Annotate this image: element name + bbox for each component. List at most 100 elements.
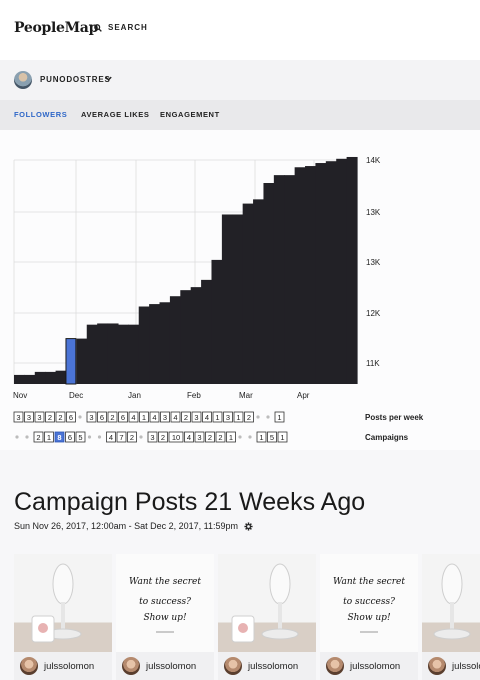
chart-bar[interactable] [294,167,306,384]
chart-bar[interactable] [211,259,223,384]
row-cell[interactable] [223,411,233,423]
post-username[interactable]: julssolomon [350,661,401,672]
row-cell[interactable] [184,431,194,443]
row-cell[interactable] [277,431,288,443]
row-cell[interactable] [86,411,97,423]
chart-bar-selected[interactable] [65,338,77,385]
post-card[interactable]: Want the secret to success? Show up! jul… [116,554,214,680]
chart-bar[interactable] [159,302,171,384]
gear-icon[interactable] [244,521,253,531]
chart-bar[interactable] [305,166,317,384]
microphone-image-icon [31,563,82,643]
row-cell[interactable] [215,431,226,443]
tab-followers[interactable]: FOLLOWERS [14,110,68,119]
chart-bar[interactable] [86,324,98,384]
row-cell[interactable] [233,411,244,423]
row-cell[interactable] [202,411,212,423]
chart-bar[interactable] [45,371,57,384]
row-cell[interactable] [168,431,184,443]
quote-line-3: Show up! [347,613,391,623]
row-cell[interactable] [191,411,202,423]
row-cell[interactable] [107,411,118,423]
row-cell-value: 1 [236,413,240,422]
chart-bar[interactable] [76,338,88,384]
row-cell[interactable] [13,411,24,423]
post-card[interactable]: julssolomon [218,554,316,680]
chart-bar[interactable] [24,374,36,384]
y-tick-label: 13K [366,208,381,217]
chart-bar[interactable] [242,203,254,384]
post-card[interactable]: Want the secret to success? Show up! jul… [320,554,418,680]
post-card[interactable]: julssolomon [422,554,480,680]
tab-average-likes[interactable]: AVERAGE LIKES [81,110,150,119]
chart-bar[interactable] [325,161,337,384]
row-cell[interactable] [267,431,277,443]
row-cell[interactable] [97,411,107,423]
chart-bar[interactable] [190,287,202,384]
row-cell[interactable] [149,411,160,423]
chart-bar[interactable] [107,323,119,384]
row-cell-value: 3 [163,413,167,422]
chart-bar[interactable] [253,199,265,384]
chart-bar[interactable] [128,324,140,384]
row-cell[interactable] [116,431,127,443]
row-cell[interactable] [158,431,168,443]
chart-bar[interactable] [97,323,109,384]
row-cell[interactable] [55,411,66,423]
post-username[interactable]: julssolomon [248,661,299,672]
post-username[interactable]: julssolomon [452,661,480,672]
row-cell[interactable] [205,431,215,443]
chart-bar[interactable] [149,304,161,384]
row-cell[interactable] [139,411,149,423]
row-cell-selected[interactable] [54,431,65,443]
post-username[interactable]: julssolomon [44,661,95,672]
row-cell[interactable] [34,411,45,423]
row-cell[interactable] [244,411,254,423]
row-cell[interactable] [66,411,76,423]
row-cell[interactable] [24,411,34,423]
chart-bar[interactable] [169,296,181,384]
row-cell[interactable] [127,431,137,443]
chart-bar[interactable] [315,163,327,384]
account-selector[interactable]: PUNODOSTRES [0,60,480,100]
post-username[interactable]: julssolomon [146,661,197,672]
row-cell[interactable] [106,431,116,443]
chart-bar[interactable] [336,158,348,384]
row-cell[interactable] [65,431,75,443]
chevron-down-icon[interactable] [104,74,113,83]
row-cell[interactable] [128,411,139,423]
chart-bar[interactable] [284,175,296,384]
row-cell[interactable] [274,411,285,423]
row-cell[interactable] [181,411,191,423]
row-cell[interactable] [170,411,181,423]
chart-bar[interactable] [201,279,213,384]
row-cell[interactable] [226,431,236,443]
row-cell[interactable] [212,411,223,423]
row-cell[interactable] [194,431,205,443]
chart-bar[interactable] [232,214,244,384]
search-button[interactable]: SEARCH [94,23,148,32]
chart-bar[interactable] [180,290,192,384]
row-cell[interactable] [147,431,158,443]
chart-bar[interactable] [346,156,358,384]
chart-bar[interactable] [138,306,150,384]
chart-bar[interactable] [117,324,129,384]
chart-bar[interactable] [34,371,46,384]
chart-bar[interactable] [221,214,233,384]
row-cell[interactable] [118,411,128,423]
post-card[interactable]: julssolomon [14,554,112,680]
row-cell[interactable] [256,431,267,443]
chart-bar[interactable] [14,374,25,384]
row-cell[interactable] [33,431,44,443]
chart-bar[interactable] [273,175,285,384]
row-cell[interactable] [75,431,86,443]
row-cell[interactable] [160,411,170,423]
row-cell[interactable] [45,411,55,423]
row-cell[interactable] [44,431,54,443]
microphone-image-icon [433,563,471,640]
app-logo[interactable]: PeopleMap [14,20,99,36]
chart-bar[interactable] [263,183,275,384]
microphone-image-icon [231,563,299,643]
chart-bar[interactable] [55,370,67,384]
tab-engagement[interactable]: ENGAGEMENT [160,110,220,119]
